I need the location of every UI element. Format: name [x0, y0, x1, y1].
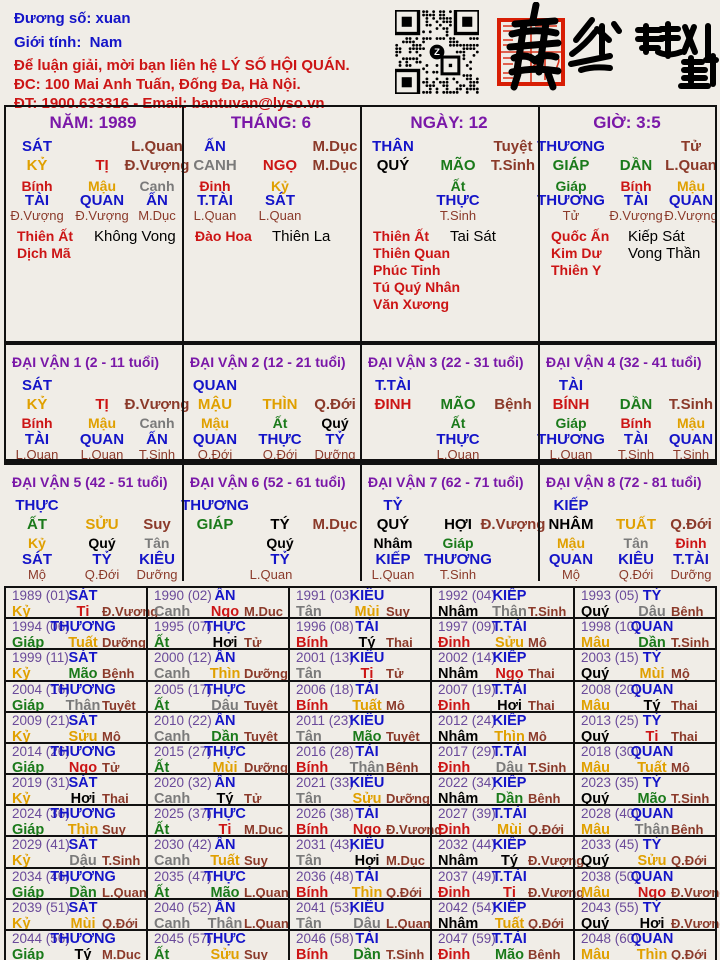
svg-text:Z: Z: [434, 46, 440, 57]
